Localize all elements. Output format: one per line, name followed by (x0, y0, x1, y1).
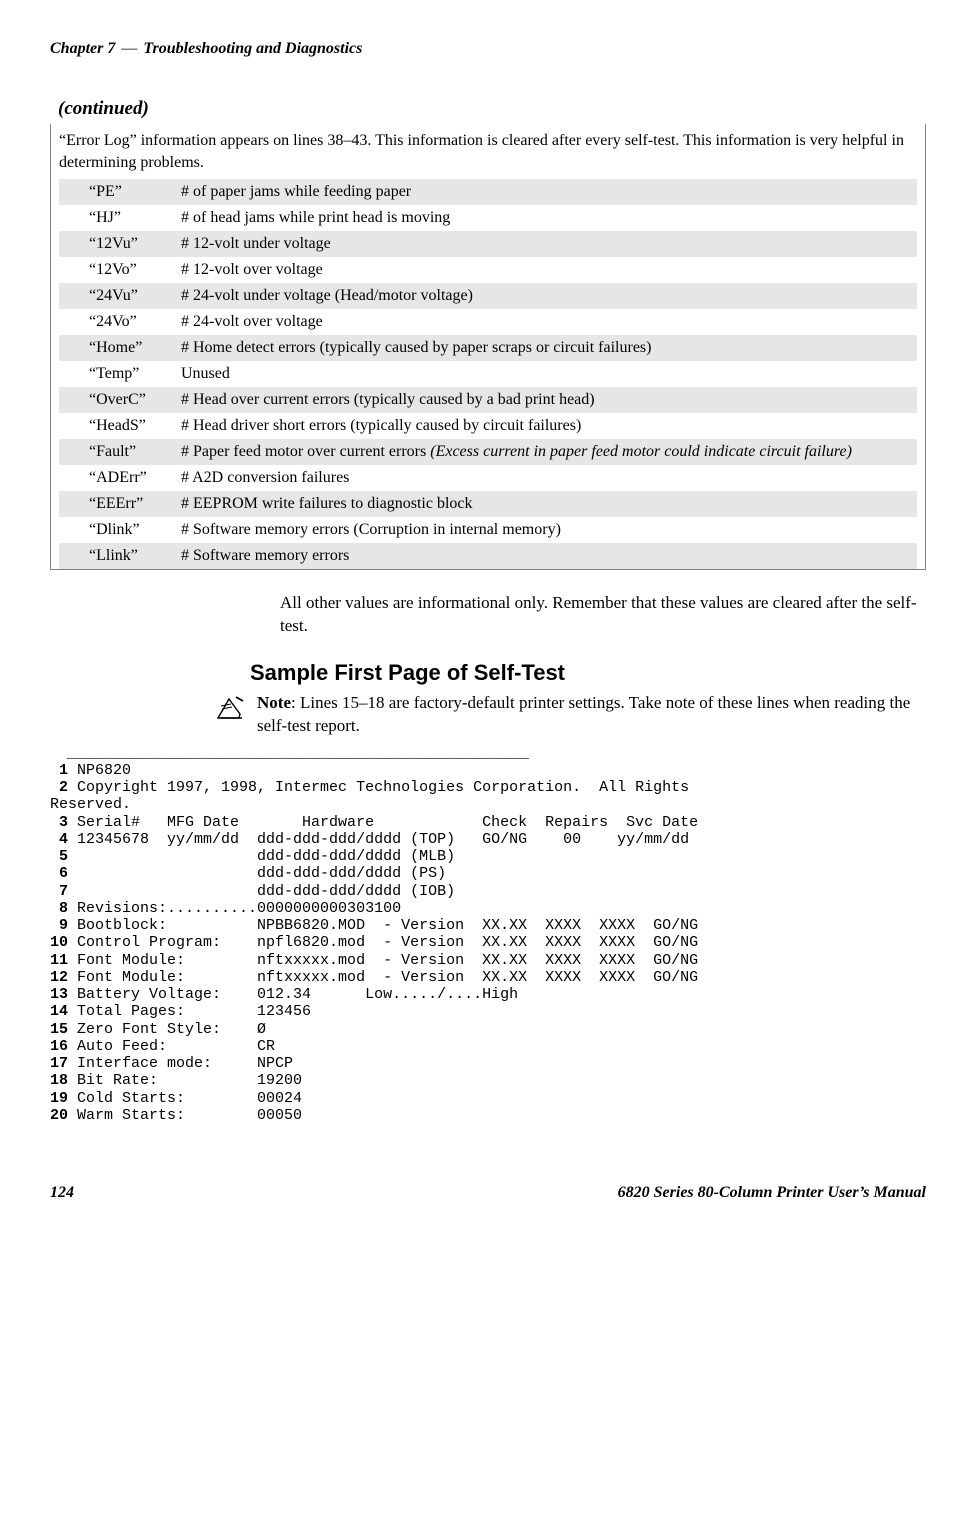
error-log-table: “PE”# of paper jams while feeding paper“… (59, 179, 917, 569)
error-desc: # Head over current errors (typically ca… (175, 387, 917, 413)
error-code: “Temp” (59, 361, 175, 387)
error-code: “24Vo” (59, 309, 175, 335)
running-header: Chapter 7 — Troubleshooting and Diagnost… (50, 40, 926, 58)
page-number: 124 (50, 1184, 74, 1202)
chapter-label: Chapter 7 (50, 40, 115, 58)
error-code: “12Vu” (59, 231, 175, 257)
error-desc: # Software memory errors (175, 543, 917, 569)
selftest-line: 11 Font Module: nftxxxxx.mod - Version X… (50, 952, 926, 969)
note-text: Note: Lines 15–18 are factory-default pr… (257, 692, 926, 738)
selftest-line: 16 Auto Feed: CR (50, 1038, 926, 1055)
selftest-line: 7 ddd-ddd-ddd/dddd (IOB) (50, 883, 926, 900)
note-block: Note: Lines 15–18 are factory-default pr… (215, 692, 926, 738)
error-desc: # Home detect errors (typically caused b… (175, 335, 917, 361)
note-icon (215, 696, 245, 738)
selftest-line: 13 Battery Voltage: 012.34 Low...../....… (50, 986, 926, 1003)
selftest-line: 17 Interface mode: NPCP (50, 1055, 926, 1072)
selftest-listing: 1 NP6820 2 Copyright 1997, 1998, Interme… (50, 762, 926, 1124)
selftest-line: 12 Font Module: nftxxxxx.mod - Version X… (50, 969, 926, 986)
chapter-title: Troubleshooting and Diagnostics (143, 40, 362, 58)
manual-title: 6820 Series 80-Column Printer User’s Man… (618, 1184, 926, 1202)
selftest-line: 18 Bit Rate: 19200 (50, 1072, 926, 1089)
table-row: “24Vu”# 24-volt under voltage (Head/moto… (59, 283, 917, 309)
rule-line: ________________________________________… (50, 746, 926, 762)
error-code: “Fault” (59, 439, 175, 465)
table-row: “HeadS”# Head driver short errors (typic… (59, 413, 917, 439)
table-row: “Fault”# Paper feed motor over current e… (59, 439, 917, 465)
error-desc: # of paper jams while feeding paper (175, 179, 917, 205)
table-row: “OverC”# Head over current errors (typic… (59, 387, 917, 413)
error-code: “ADErr” (59, 465, 175, 491)
table-row: “Dlink”# Software memory errors (Corrupt… (59, 517, 917, 543)
error-log-box: “Error Log” information appears on lines… (50, 124, 926, 570)
dash: — (121, 40, 137, 58)
error-code: “Llink” (59, 543, 175, 569)
intro-paragraph: “Error Log” information appears on lines… (59, 130, 917, 173)
selftest-line: 9 Bootblock: NPBB6820.MOD - Version XX.X… (50, 917, 926, 934)
error-desc: # Head driver short errors (typically ca… (175, 413, 917, 439)
error-desc: # 24-volt over voltage (175, 309, 917, 335)
table-row: “12Vu”# 12-volt under voltage (59, 231, 917, 257)
selftest-line: 8 Revisions:..........0000000000303100 (50, 900, 926, 917)
error-desc: # of head jams while print head is movin… (175, 205, 917, 231)
error-code: “Dlink” (59, 517, 175, 543)
error-code: “OverC” (59, 387, 175, 413)
error-desc: # EEPROM write failures to diagnostic bl… (175, 491, 917, 517)
selftest-line: 15 Zero Font Style: Ø (50, 1021, 926, 1038)
footer: 124 6820 Series 80-Column Printer User’s… (50, 1184, 926, 1202)
error-desc: # 12-volt under voltage (175, 231, 917, 257)
error-desc: # Paper feed motor over current errors (… (175, 439, 917, 465)
selftest-line: 14 Total Pages: 123456 (50, 1003, 926, 1020)
table-row: “HJ”# of head jams while print head is m… (59, 205, 917, 231)
table-row: “PE”# of paper jams while feeding paper (59, 179, 917, 205)
selftest-line: 10 Control Program: npfl6820.mod - Versi… (50, 934, 926, 951)
table-row: “EEErr”# EEPROM write failures to diagno… (59, 491, 917, 517)
table-row: “24Vo”# 24-volt over voltage (59, 309, 917, 335)
selftest-line: 2 Copyright 1997, 1998, Intermec Technol… (50, 779, 926, 796)
error-code: “HeadS” (59, 413, 175, 439)
selftest-line: Reserved. (50, 796, 926, 813)
table-row: “ADErr”# A2D conversion failures (59, 465, 917, 491)
selftest-line: 1 NP6820 (50, 762, 926, 779)
table-row: “12Vo”# 12-volt over voltage (59, 257, 917, 283)
selftest-line: 4 12345678 yy/mm/dd ddd-ddd-ddd/dddd (TO… (50, 831, 926, 848)
error-desc: Unused (175, 361, 917, 387)
table-row: “Temp”Unused (59, 361, 917, 387)
error-desc: # 24-volt under voltage (Head/motor volt… (175, 283, 917, 309)
error-desc: # A2D conversion failures (175, 465, 917, 491)
error-code: “12Vo” (59, 257, 175, 283)
selftest-line: 19 Cold Starts: 00024 (50, 1090, 926, 1107)
selftest-line: 3 Serial# MFG Date Hardware Check Repair… (50, 814, 926, 831)
error-desc: # Software memory errors (Corruption in … (175, 517, 917, 543)
table-row: “Home”# Home detect errors (typically ca… (59, 335, 917, 361)
error-code: “EEErr” (59, 491, 175, 517)
table-row: “Llink”# Software memory errors (59, 543, 917, 569)
error-code: “HJ” (59, 205, 175, 231)
after-table-paragraph: All other values are informational only.… (280, 592, 926, 638)
selftest-line: 6 ddd-ddd-ddd/dddd (PS) (50, 865, 926, 882)
selftest-line: 5 ddd-ddd-ddd/dddd (MLB) (50, 848, 926, 865)
section-heading: Sample First Page of Self-Test (250, 660, 926, 686)
note-label: Note (257, 693, 291, 712)
error-code: “24Vu” (59, 283, 175, 309)
note-body: : Lines 15–18 are factory-default printe… (257, 693, 910, 735)
error-code: “PE” (59, 179, 175, 205)
error-desc: # 12-volt over voltage (175, 257, 917, 283)
continued-label: (continued) (58, 98, 926, 120)
error-code: “Home” (59, 335, 175, 361)
selftest-line: 20 Warm Starts: 00050 (50, 1107, 926, 1124)
